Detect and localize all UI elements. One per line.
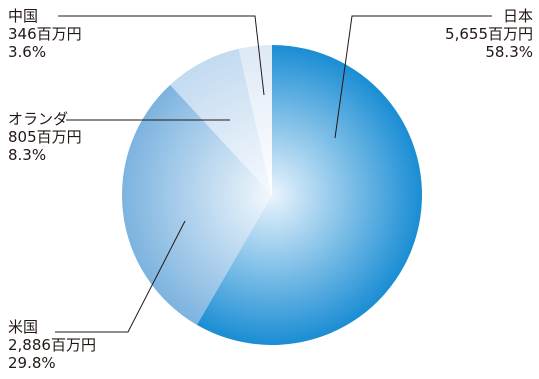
- label-usa: 米国 2,886百万円 29.8%: [8, 318, 96, 372]
- label-netherlands-name: オランダ: [8, 110, 82, 128]
- label-china-name: 中国: [8, 7, 82, 25]
- label-china-amount: 346百万円: [8, 25, 82, 43]
- pie-slices: [122, 45, 422, 345]
- label-japan-name: 日本: [445, 7, 533, 25]
- label-usa-amount: 2,886百万円: [8, 336, 96, 354]
- label-usa-name: 米国: [8, 318, 96, 336]
- label-usa-percent: 29.8%: [8, 354, 96, 372]
- label-netherlands-amount: 805百万円: [8, 128, 82, 146]
- label-netherlands-percent: 8.3%: [8, 146, 82, 164]
- label-japan-amount: 5,655百万円: [445, 25, 533, 43]
- label-china: 中国 346百万円 3.6%: [8, 7, 82, 61]
- label-japan-percent: 58.3%: [445, 43, 533, 61]
- label-japan: 日本 5,655百万円 58.3%: [445, 7, 533, 61]
- label-china-percent: 3.6%: [8, 43, 82, 61]
- label-netherlands: オランダ 805百万円 8.3%: [8, 110, 82, 164]
